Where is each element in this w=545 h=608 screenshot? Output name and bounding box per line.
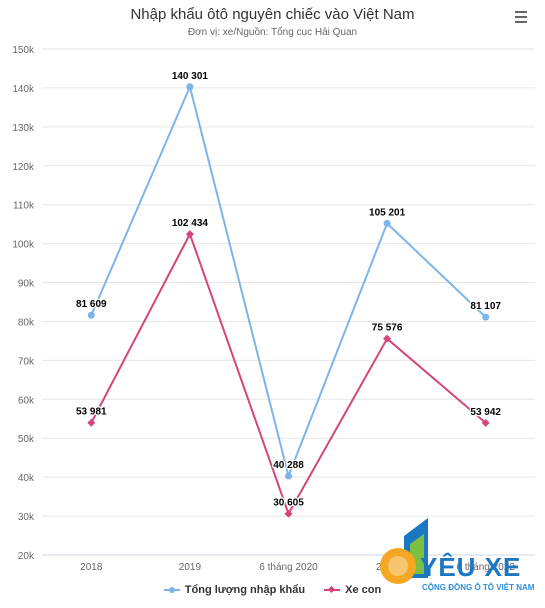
y-tick-label: 110k	[13, 201, 35, 212]
series-0-data-label: 81 107	[470, 301, 501, 312]
y-tick-label: 90k	[18, 279, 35, 290]
legend-swatch-total	[163, 585, 180, 595]
legend-item-total-imports[interactable]: Tổng lượng nhập khẩu	[163, 584, 306, 596]
y-tick-label: 120k	[12, 162, 35, 173]
hamburger-menu-icon	[511, 11, 531, 23]
legend-label-total: Tổng lượng nhập khẩu	[184, 584, 306, 596]
series-0-data-label: 81 609	[76, 299, 107, 310]
series-1-point	[185, 230, 194, 239]
x-tick-label: 2019	[179, 562, 202, 573]
data-labels: 81 609 140 301 40 288 105 201 81 107 53 981 10…	[75, 70, 503, 510]
series-1-point	[284, 509, 293, 518]
series-0-data-label: 40 288	[273, 460, 304, 471]
x-axis: 2018 2019 6 tháng 2020 2021 6 tháng 2022	[42, 554, 535, 573]
line-chart: 20k 30k 40k 50k 60k 70k 80k 90k 100k 110k 120k 130k…	[12, 45, 535, 573]
series-1-point	[481, 418, 490, 427]
y-tick-label: 130k	[12, 123, 35, 134]
series-0-point	[87, 311, 95, 319]
y-tick-label: 30k	[18, 512, 35, 523]
y-tick-label: 80k	[18, 317, 35, 328]
series-group	[87, 83, 490, 518]
y-tick-label: 150k	[12, 45, 35, 56]
y-tick-label: 140k	[12, 84, 35, 95]
series-1-point	[383, 334, 392, 343]
y-tick-label: 20k	[18, 551, 35, 562]
series-0-data-label: 105 201	[369, 207, 406, 218]
chart-subtitle: Đơn vị: xe/Nguồn: Tổng cục Hải Quan	[187, 27, 358, 38]
y-axis: 20k 30k 40k 50k 60k 70k 80k 90k 100k 110k 120k 130k…	[12, 45, 35, 562]
series-1-data-label: 53 981	[76, 407, 107, 418]
legend: Tổng lượng nhập khẩu Xe con	[0, 584, 545, 598]
series-line-1	[90, 233, 487, 515]
series-0-point	[285, 472, 292, 480]
series-1-point	[87, 418, 96, 427]
y-tick-label: 60k	[18, 395, 35, 406]
series-1-data-label: 53 942	[470, 407, 501, 418]
series-0-point	[383, 219, 391, 227]
y-tick-label: 100k	[12, 240, 35, 251]
x-tick-label: 2021	[376, 562, 399, 573]
legend-item-passenger-cars[interactable]: Xe con	[324, 584, 381, 596]
series-0-point	[186, 83, 194, 91]
series-0-point	[482, 313, 490, 321]
y-tick-label: 50k	[18, 434, 35, 445]
y-tick-label: 40k	[18, 473, 35, 484]
series-1-data-label: 75 576	[372, 323, 403, 334]
y-tick-label: 70k	[18, 356, 35, 367]
x-tick-label: 2018	[80, 562, 103, 573]
x-tick-label: 6 tháng 2022	[457, 562, 516, 573]
legend-swatch-cars	[324, 585, 341, 595]
chart-menu-button[interactable]	[511, 8, 531, 26]
series-1-data-label: 102 434	[172, 218, 209, 229]
series-1-data-label: 30 605	[273, 498, 304, 509]
chart-title: Nhập khẩu ôtô nguyên chiếc vào Việt Nam	[130, 6, 415, 23]
series-0-data-label: 140 301	[172, 71, 209, 82]
legend-label-cars: Xe con	[345, 584, 382, 596]
x-tick-label: 6 tháng 2020	[259, 562, 318, 573]
series-line-0	[90, 85, 487, 478]
